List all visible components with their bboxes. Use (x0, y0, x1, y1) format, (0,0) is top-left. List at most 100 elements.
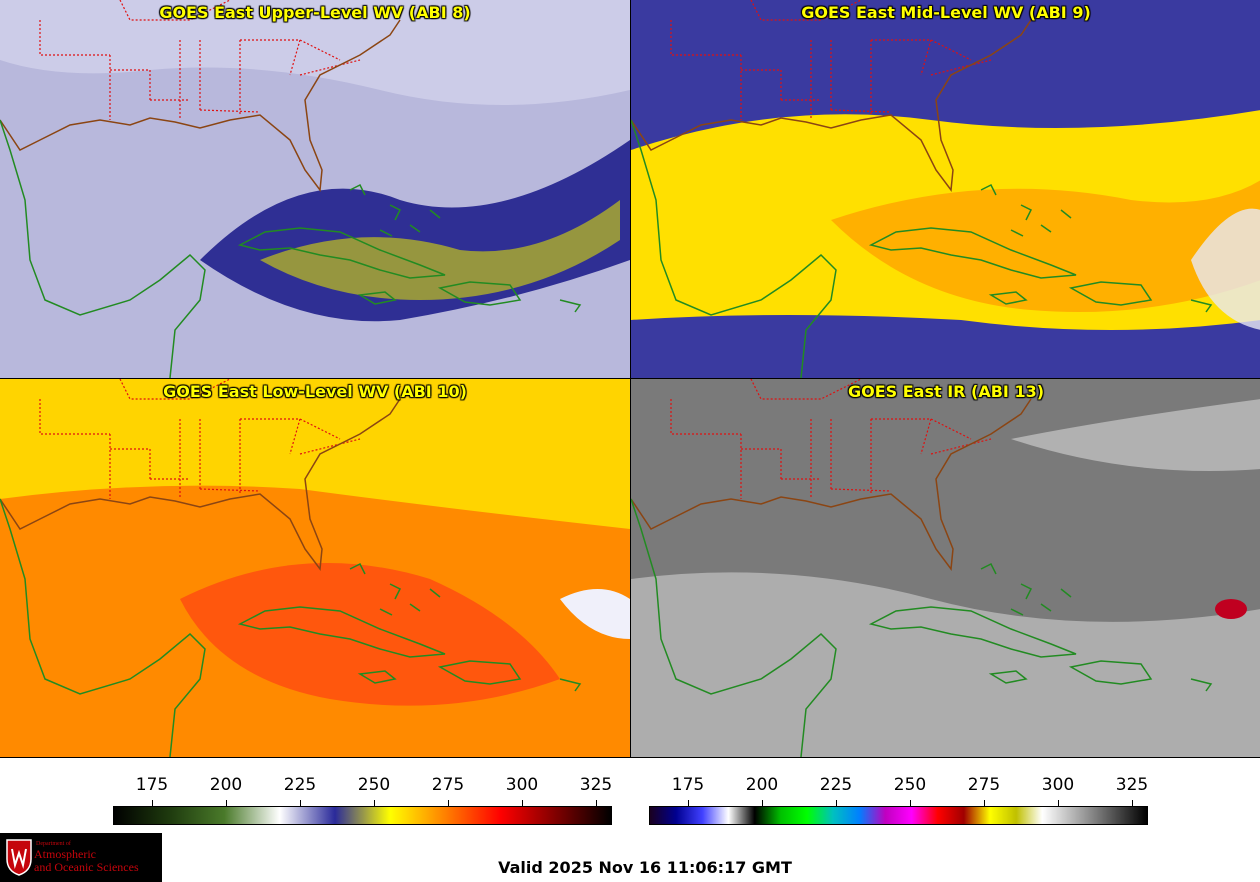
colorbar-tick-label: 175 (671, 775, 705, 795)
colorbar-tick-label: 250 (893, 775, 927, 795)
moist-region (0, 0, 630, 105)
satellite-image-mid-wv (631, 0, 1260, 378)
bahamas-island (389, 583, 402, 600)
logo-line1: Atmospheric (34, 847, 96, 861)
bahamas-island (980, 183, 997, 196)
bahamas-island (1040, 603, 1052, 612)
logo-dept-text: Department of (36, 841, 71, 847)
state-boundary (110, 69, 151, 100)
jamaica-outline (357, 291, 397, 305)
very-dry-band (260, 200, 620, 300)
cuba-outline (868, 606, 1077, 658)
state-boundary (741, 69, 782, 100)
bahamas-island (1010, 229, 1024, 237)
horizontal-divider (0, 378, 1260, 379)
colorbar-tick-mark (910, 800, 911, 806)
bahamas-island (429, 588, 441, 598)
colorbar-tick-mark (1132, 800, 1133, 806)
panel-low-level-wv: GOES East Low-Level WV (ABI 10) (0, 379, 630, 757)
vertical-divider (630, 0, 631, 758)
panel-upper-level-wv: GOES East Upper-Level WV (ABI 8) (0, 0, 630, 378)
state-boundary (110, 448, 151, 479)
satellite-image-upper-wv (0, 0, 630, 378)
very-dry-band (180, 563, 560, 706)
colorbar-tick-mark (1058, 800, 1059, 806)
colorbar-tick-label: 225 (283, 775, 317, 795)
bahamas-island (389, 204, 402, 221)
mexico-coastline (0, 119, 206, 378)
bahamas-island (379, 229, 393, 237)
uw-crest-icon (6, 839, 32, 876)
cuba-outline (237, 606, 446, 658)
bahamas-island (1190, 678, 1213, 692)
colorbar-tick-label: 200 (209, 775, 243, 795)
logo-line2: and Oceanic Sciences (34, 860, 139, 874)
very-dry-band (831, 180, 1260, 312)
aos-logo: Department of Atmospheric and Oceanic Sc… (0, 833, 162, 882)
cuba-outline (237, 227, 446, 279)
colorbar-tick-mark (522, 800, 523, 806)
jamaica-outline (988, 291, 1028, 305)
satellite-image-low-wv (0, 379, 630, 757)
colorbar-tick-label: 275 (967, 775, 1001, 795)
us-coastline (631, 398, 1032, 571)
colorbar-tick-label: 225 (819, 775, 853, 795)
jamaica-outline (988, 670, 1028, 684)
cloud-region (1191, 208, 1260, 330)
bahamas-island (349, 562, 366, 575)
colorbar-tick-mark (448, 800, 449, 806)
state-boundary (119, 379, 231, 400)
mexico-coastline (631, 498, 837, 757)
hispaniola-outline (1068, 660, 1153, 685)
bahamas-island (349, 183, 366, 196)
us-coastline (0, 398, 401, 571)
bahamas-island (429, 209, 441, 219)
state-boundary (750, 379, 862, 400)
bahamas-island (379, 608, 393, 616)
colorbar-tick-label: 300 (1041, 775, 1075, 795)
colorbar-tick-mark (152, 800, 153, 806)
colorbar-tick-label: 325 (579, 775, 613, 795)
bahamas-island (559, 299, 582, 313)
satellite-image-ir (631, 379, 1260, 757)
colorbar-tick-mark (984, 800, 985, 806)
hispaniola-outline (437, 281, 522, 306)
bahamas-island (980, 562, 997, 575)
colorbar-tick-label: 250 (357, 775, 391, 795)
state-boundary (741, 448, 782, 479)
colorbar-tick-mark (836, 800, 837, 806)
colorbar-tick-label: 200 (745, 775, 779, 795)
cuba-outline (868, 227, 1077, 279)
colorbar-tick-label: 325 (1115, 775, 1149, 795)
bahamas-island (409, 603, 421, 612)
state-boundary (670, 399, 741, 435)
colorbar-tick-mark (762, 800, 763, 806)
convective-cell (1215, 599, 1247, 619)
bahamas-island (1020, 583, 1033, 600)
colorbar-wv-gradient (113, 806, 612, 825)
panel-mid-level-wv: GOES East Mid-Level WV (ABI 9) (631, 0, 1260, 378)
colorbar-tick-label: 300 (505, 775, 539, 795)
bottom-border (0, 757, 1260, 758)
mexico-coastline (631, 119, 837, 378)
bahamas-island (409, 224, 421, 233)
state-boundary (670, 20, 741, 56)
valid-time: Valid 2025 Nov 16 11:06:17 GMT (498, 858, 792, 877)
state-boundary (119, 0, 231, 21)
bahamas-island (1060, 588, 1072, 598)
cloud-region (631, 572, 1260, 757)
bahamas-island (1190, 299, 1213, 313)
colorbar-tick-mark (300, 800, 301, 806)
panel-ir: GOES East IR (ABI 13) (631, 379, 1260, 757)
colorbar-tick-label: 175 (135, 775, 169, 795)
colorbar-tick-mark (226, 800, 227, 806)
jamaica-outline (357, 670, 397, 684)
bahamas-island (1040, 224, 1052, 233)
hispaniola-outline (1068, 281, 1153, 306)
state-boundary (750, 0, 862, 21)
us-coastline (631, 19, 1032, 192)
colorbar-tick-mark (688, 800, 689, 806)
colorbar-wv: 175 200 225 250 275 300 325 (113, 760, 612, 830)
state-boundary (39, 20, 110, 56)
colorbar-tick-mark (374, 800, 375, 806)
